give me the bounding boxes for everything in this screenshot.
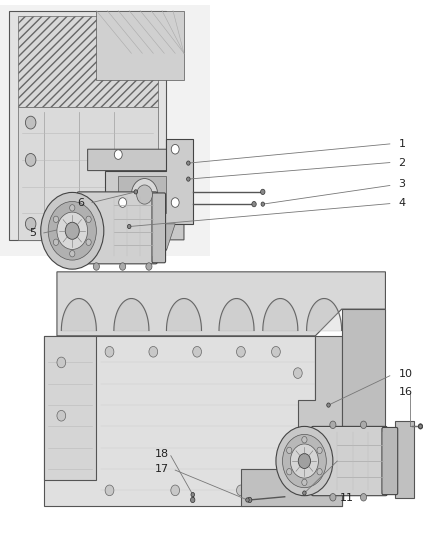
Polygon shape	[342, 309, 385, 432]
Circle shape	[53, 239, 59, 245]
Polygon shape	[44, 336, 342, 506]
Circle shape	[71, 224, 74, 229]
FancyBboxPatch shape	[77, 192, 158, 264]
Polygon shape	[0, 5, 210, 256]
Circle shape	[57, 212, 88, 249]
Circle shape	[286, 469, 292, 475]
Text: 4: 4	[399, 198, 406, 207]
FancyBboxPatch shape	[311, 426, 388, 496]
Polygon shape	[298, 336, 342, 432]
Circle shape	[119, 198, 127, 207]
Circle shape	[360, 494, 367, 501]
Circle shape	[25, 154, 36, 166]
Circle shape	[53, 216, 59, 223]
Circle shape	[65, 222, 79, 239]
Circle shape	[261, 202, 265, 206]
Circle shape	[70, 251, 75, 257]
Text: 6: 6	[78, 198, 85, 207]
Circle shape	[193, 346, 201, 357]
Text: 16: 16	[399, 387, 413, 397]
Polygon shape	[118, 176, 166, 213]
Circle shape	[272, 346, 280, 357]
Circle shape	[360, 421, 367, 429]
Polygon shape	[18, 107, 158, 240]
Text: 17: 17	[155, 464, 169, 474]
Polygon shape	[9, 11, 166, 240]
Circle shape	[276, 426, 333, 496]
Circle shape	[87, 217, 97, 230]
Polygon shape	[96, 11, 184, 80]
Circle shape	[298, 454, 311, 469]
Circle shape	[246, 498, 249, 502]
Circle shape	[261, 189, 265, 195]
Polygon shape	[18, 16, 158, 107]
Text: 10: 10	[399, 369, 413, 379]
Text: 18: 18	[155, 449, 169, 459]
Circle shape	[419, 424, 422, 429]
Polygon shape	[88, 149, 184, 240]
Circle shape	[191, 492, 194, 497]
Text: 11: 11	[339, 494, 353, 503]
Polygon shape	[105, 139, 193, 224]
Circle shape	[302, 485, 311, 496]
Circle shape	[105, 485, 114, 496]
Circle shape	[302, 479, 307, 486]
Circle shape	[105, 346, 114, 357]
Circle shape	[86, 216, 91, 223]
Circle shape	[149, 346, 158, 357]
Circle shape	[114, 150, 122, 159]
FancyBboxPatch shape	[382, 427, 398, 495]
Polygon shape	[158, 224, 175, 251]
Circle shape	[293, 368, 302, 378]
Circle shape	[330, 494, 336, 501]
Polygon shape	[395, 421, 414, 498]
Circle shape	[327, 403, 330, 407]
Circle shape	[134, 190, 138, 194]
Circle shape	[171, 485, 180, 496]
Circle shape	[57, 410, 66, 421]
Circle shape	[131, 179, 158, 211]
Circle shape	[93, 263, 99, 270]
Circle shape	[330, 421, 336, 429]
Text: 5: 5	[29, 228, 36, 238]
Circle shape	[146, 263, 152, 270]
Circle shape	[252, 201, 256, 207]
Circle shape	[286, 447, 292, 454]
Circle shape	[317, 447, 322, 454]
Circle shape	[187, 177, 190, 181]
Circle shape	[290, 444, 318, 478]
FancyBboxPatch shape	[152, 193, 166, 263]
Text: 3: 3	[399, 179, 406, 189]
Circle shape	[48, 201, 96, 260]
Circle shape	[171, 198, 179, 207]
Circle shape	[41, 192, 104, 269]
Circle shape	[247, 497, 252, 503]
Circle shape	[303, 491, 306, 495]
Circle shape	[25, 116, 36, 129]
Circle shape	[25, 217, 36, 230]
Polygon shape	[44, 336, 96, 480]
Circle shape	[317, 469, 322, 475]
Circle shape	[418, 424, 423, 429]
Circle shape	[86, 239, 91, 246]
Text: 1: 1	[399, 139, 406, 149]
Polygon shape	[114, 224, 131, 251]
Circle shape	[57, 357, 66, 368]
Polygon shape	[57, 272, 385, 336]
Circle shape	[171, 144, 179, 154]
Circle shape	[283, 434, 326, 488]
Circle shape	[302, 437, 307, 443]
Circle shape	[191, 497, 195, 503]
Circle shape	[237, 485, 245, 496]
Polygon shape	[241, 432, 342, 506]
Circle shape	[137, 185, 152, 204]
Circle shape	[127, 224, 131, 229]
Circle shape	[120, 263, 126, 270]
Circle shape	[237, 346, 245, 357]
Text: 2: 2	[399, 158, 406, 167]
Circle shape	[187, 161, 190, 165]
Circle shape	[70, 205, 75, 211]
Circle shape	[56, 217, 67, 230]
